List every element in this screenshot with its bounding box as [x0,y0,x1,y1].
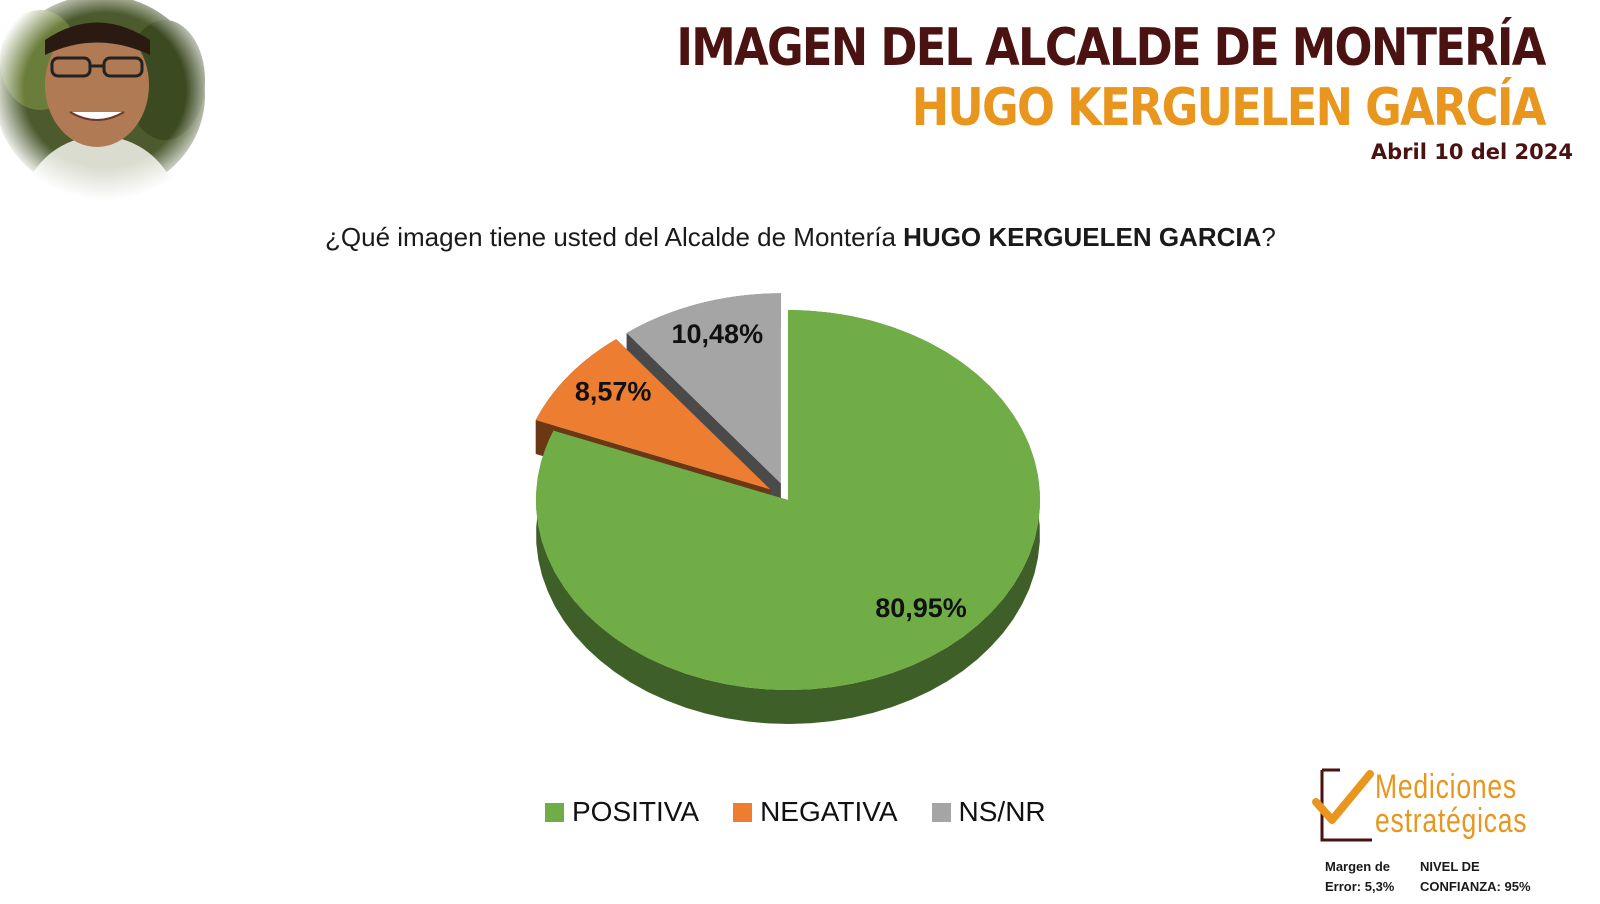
confidence-line1: NIVEL DE [1420,859,1480,874]
margin-line2: Error: 5,3% [1325,879,1395,894]
legend-item: POSITIVA [545,796,699,828]
logo-line1: Mediciones [1375,768,1517,806]
pie-slice-nsnr [626,293,781,484]
pie-chart: 80,95% 8,57% 10,48% [535,293,1040,724]
survey-date: Abril 10 del 2024 [1370,140,1573,164]
legend-label: NS/NR [958,796,1046,827]
margin-line1: Margen de [1325,859,1391,874]
pie-slice-negativa [535,339,771,490]
pie-slice-positiva [535,310,1040,690]
question-prefix: ¿Qué imagen tiene usted del Alcalde de M… [325,222,904,252]
legend-swatch [931,802,951,822]
question-suffix: ? [1261,222,1276,252]
legend-item: NEGATIVA [733,796,898,828]
data-label: 80,95% [875,593,967,623]
main-title: IMAGEN DEL ALCALDE DE MONTERÍA [676,18,1547,78]
title-block: IMAGEN DEL ALCALDE DE MONTERÍA HUGO KERG… [535,18,1547,138]
subtitle-name: HUGO KERGUELEN GARCÍA [912,78,1547,138]
logo-line2: estratégicas [1375,802,1528,840]
checkmark-logo-icon [1312,768,1374,842]
mayor-photo [0,0,210,200]
chart-legend: POSITIVA NEGATIVA NS/NR [545,796,1046,828]
margin-of-error: Margen de Error: 5,3% [1325,857,1394,897]
legend-swatch [545,802,564,822]
legend-swatch [733,802,753,822]
legend-label: POSITIVA [572,796,700,827]
confidence-level: NIVEL DE CONFIANZA: 95% [1420,857,1531,897]
brand-logo-text: Mediciones estratégicas [1375,770,1527,838]
question-name: HUGO KERGUELEN GARCIA [903,222,1262,252]
legend-label: NEGATIVA [760,796,898,827]
survey-question: ¿Qué imagen tiene usted del Alcalde de M… [325,222,1276,253]
data-label: 10,48% [672,319,764,349]
confidence-line2: CONFIANZA: 95% [1420,879,1531,894]
legend-item: NS/NR [931,796,1046,828]
data-label: 8,57% [575,377,652,407]
